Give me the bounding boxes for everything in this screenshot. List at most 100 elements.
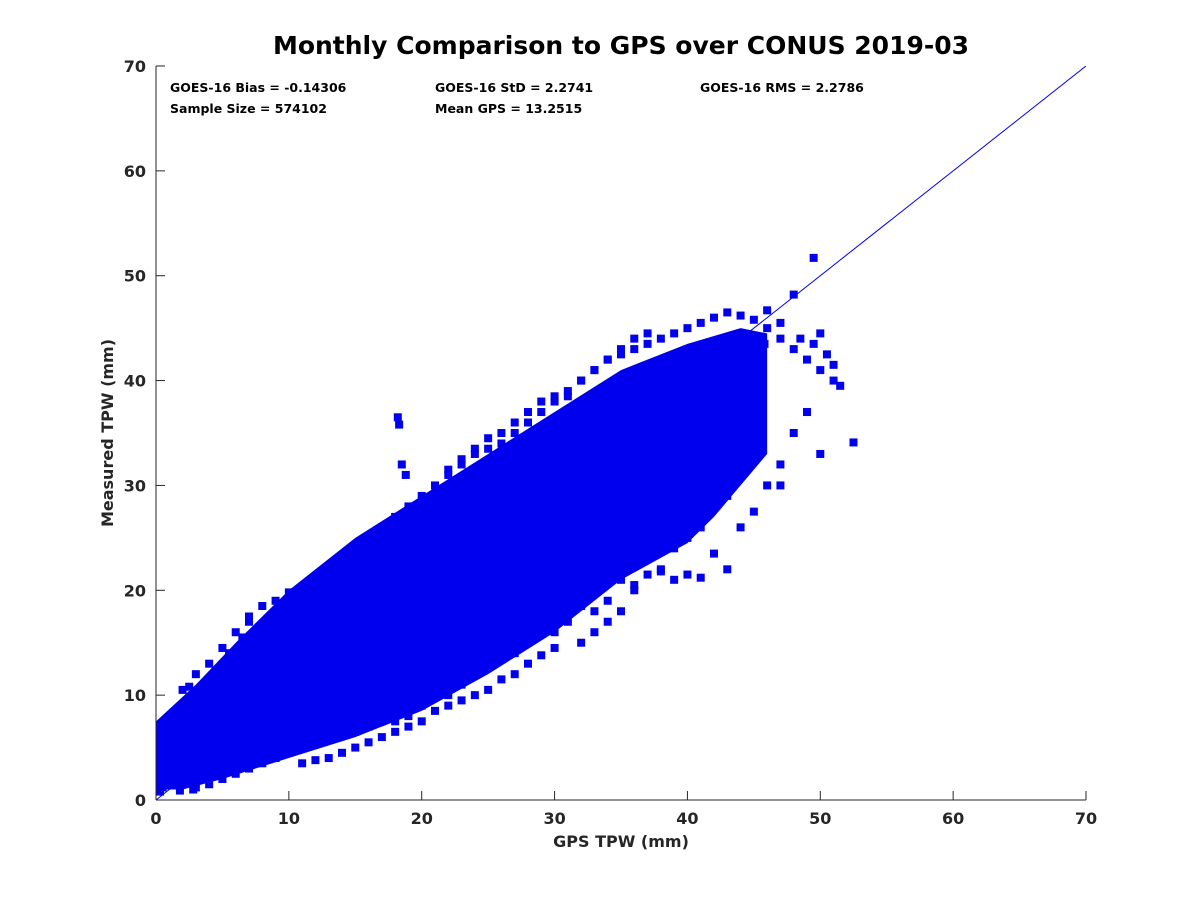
x-tick-label: 60 [942,809,964,828]
data-point [165,759,174,768]
data-point [411,575,420,584]
data-point [308,696,317,705]
data-point [643,397,652,406]
data-point [417,544,426,553]
y-tick-label: 40 [124,372,146,391]
data-point [231,628,240,637]
data-point [351,727,360,736]
data-point [185,706,194,715]
data-point [238,633,247,642]
data-point [577,376,586,385]
data-point [202,775,211,784]
data-points [156,253,858,796]
data-point [324,754,333,763]
data-point [614,455,623,464]
data-point [338,748,346,757]
data-point [391,565,400,574]
data-point [401,622,410,631]
data-point [524,659,532,668]
data-point [284,633,293,642]
data-point [680,402,689,411]
data-point [816,449,825,458]
data-point [577,602,586,611]
data-point [603,429,612,437]
data-point [510,418,519,427]
data-point [162,748,171,757]
data-point [696,318,705,327]
annotation-std: GOES-16 StD = 2.2741 [435,80,593,95]
data-point [630,408,639,417]
data-point [324,565,333,574]
data-point [397,460,406,469]
data-point [534,518,543,527]
data-point [457,680,466,689]
data-point [238,712,247,721]
data-point [298,583,307,592]
data-point [444,465,453,474]
data-point [696,523,705,532]
data-point [205,764,214,773]
data-point [723,491,732,500]
data-point [271,649,280,658]
data-point [696,376,705,385]
data-point [295,706,304,715]
data-point [191,722,200,731]
data-point [617,575,625,584]
data-point [171,743,180,752]
data-point [561,497,570,506]
data-point [298,759,307,768]
y-tick-label: 10 [124,686,146,705]
data-point [577,638,586,647]
data-point [393,413,402,422]
data-point [524,418,532,427]
data-point [710,366,718,375]
data-point [311,638,320,647]
data-point [417,717,426,726]
data-point [617,607,625,616]
data-point [494,549,503,558]
data-point [670,544,679,553]
data-point [215,759,224,768]
data-point [225,649,234,658]
data-point [431,481,439,490]
data-point [271,596,280,605]
data-point [789,290,798,299]
data-point [377,706,386,715]
data-point [441,591,450,600]
data-point [225,717,234,726]
data-point [497,439,506,448]
data-point [218,748,227,757]
data-point [524,408,532,417]
y-tick-label: 0 [135,791,146,810]
data-point [205,733,214,742]
data-point [198,685,207,694]
data-point [311,575,320,584]
data-point [547,507,556,516]
y-tick-label: 30 [124,476,146,495]
data-point [258,602,267,611]
data-point [627,444,636,453]
data-point [171,764,180,773]
data-point [156,787,164,796]
data-point [185,682,194,691]
data-point [749,334,758,343]
data-point [258,722,267,731]
data-point [351,544,360,553]
data-point [431,491,439,500]
data-point [510,429,519,437]
data-point [271,712,280,721]
data-point [481,560,490,569]
data-point [371,628,380,637]
x-tick-label: 0 [150,809,161,828]
x-tick-label: 40 [676,809,698,828]
data-point [603,617,612,626]
data-point [377,733,386,742]
data-point [590,439,599,448]
data-point [617,418,625,427]
data-point [849,438,858,447]
data-point [776,460,785,469]
data-point [189,785,198,794]
x-tick-label: 70 [1075,809,1097,828]
x-axis-label: GPS TPW (mm) [553,832,689,851]
data-point [603,596,612,605]
